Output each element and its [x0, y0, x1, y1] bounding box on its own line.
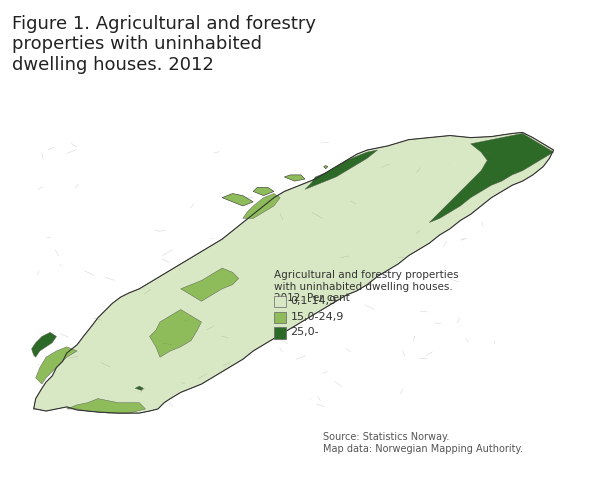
- Polygon shape: [305, 150, 378, 189]
- Bar: [274, 296, 286, 307]
- Text: 25,0-: 25,0-: [290, 327, 319, 337]
- Bar: [274, 312, 286, 323]
- Text: Source: Statistics Norway.
Map data: Norwegian Mapping Authority.: Source: Statistics Norway. Map data: Nor…: [323, 432, 523, 454]
- Text: Figure 1. Agricultural and forestry
properties with uninhabited
dwelling houses.: Figure 1. Agricultural and forestry prop…: [12, 15, 316, 74]
- Polygon shape: [253, 187, 274, 196]
- Polygon shape: [34, 132, 553, 413]
- Polygon shape: [324, 165, 328, 169]
- Polygon shape: [222, 194, 253, 206]
- Polygon shape: [36, 347, 77, 384]
- Text: Agricultural and forestry properties
with uninhabited dwelling houses.
2012. Per: Agricultural and forestry properties wit…: [274, 270, 459, 304]
- Polygon shape: [181, 268, 239, 301]
- Polygon shape: [66, 399, 146, 413]
- Polygon shape: [149, 309, 201, 357]
- Bar: [274, 327, 286, 339]
- Polygon shape: [284, 175, 305, 181]
- Text: 0,1-14,9: 0,1-14,9: [290, 296, 337, 306]
- Polygon shape: [429, 133, 553, 223]
- Polygon shape: [135, 386, 143, 390]
- Polygon shape: [32, 332, 57, 357]
- Text: 15,0-24,9: 15,0-24,9: [290, 312, 344, 322]
- Polygon shape: [243, 194, 280, 219]
